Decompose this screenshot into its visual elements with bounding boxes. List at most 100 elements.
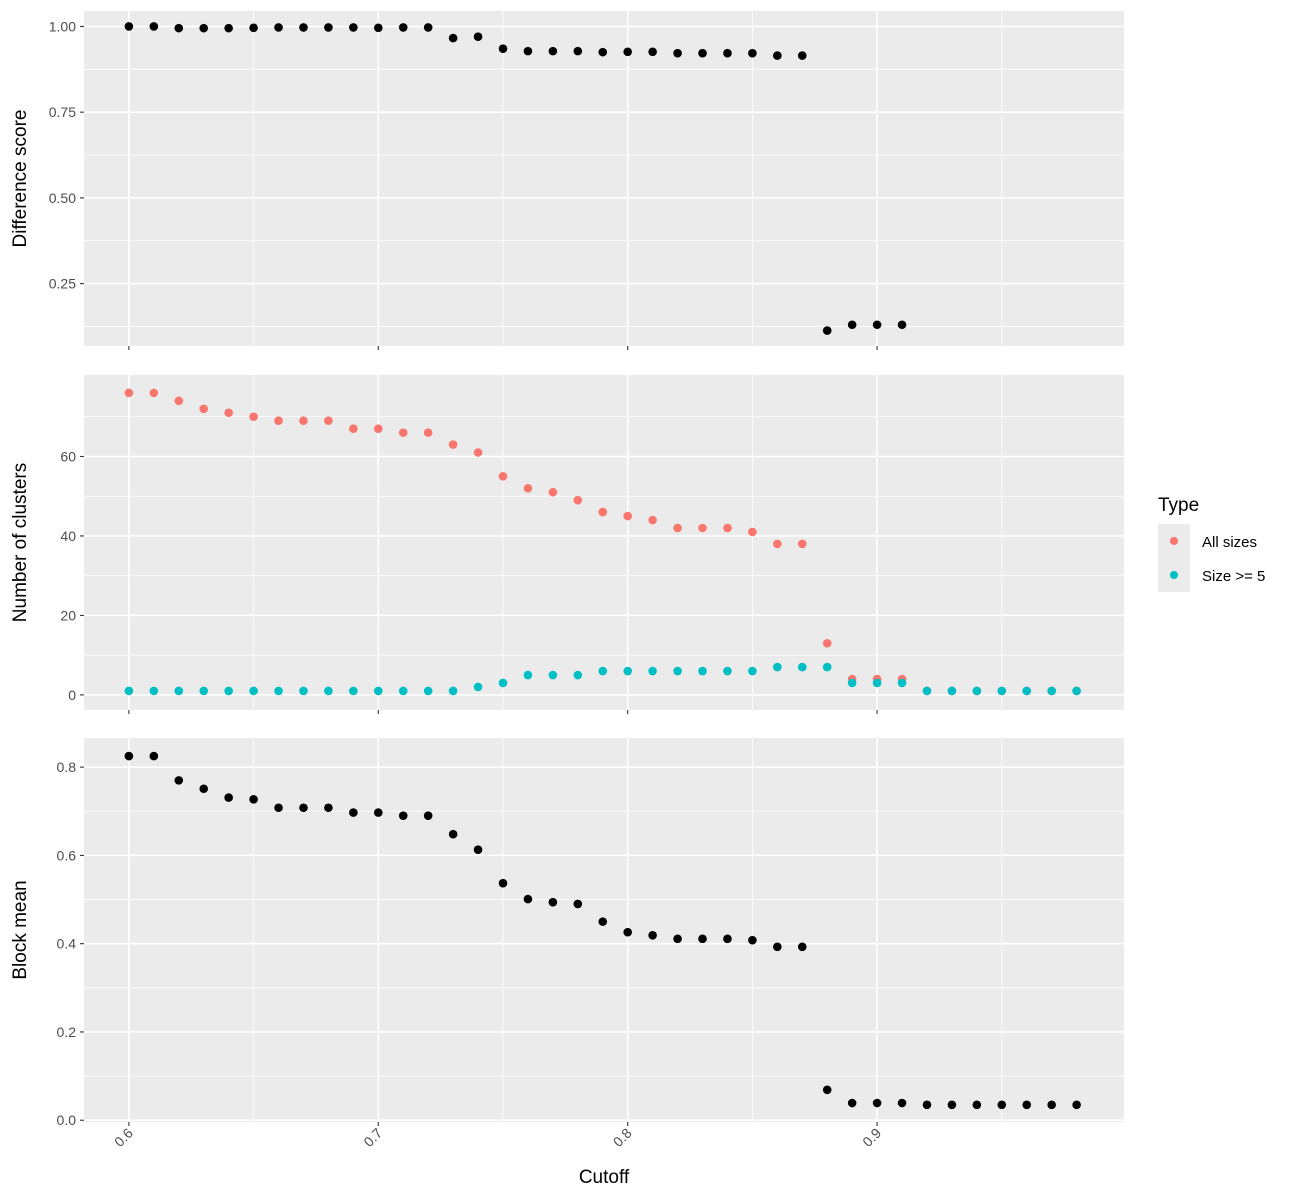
- data-point: [448, 33, 458, 43]
- data-point: [398, 686, 408, 696]
- data-point: [299, 803, 308, 813]
- data-point: [124, 22, 134, 31]
- data-point: [822, 1085, 832, 1095]
- y-tick-label: 0.75: [49, 104, 76, 120]
- data-point: [748, 666, 757, 676]
- data-point: [598, 507, 608, 517]
- data-point: [648, 515, 657, 525]
- data-point: [623, 927, 632, 937]
- panel-background: [84, 738, 1124, 1122]
- panel-1: 0.25 0.50 0.75 1.00 Difference score: [10, 11, 1124, 350]
- y-tick-label: 60: [60, 448, 76, 464]
- data-point: [797, 539, 807, 549]
- y-axis-title: Block mean: [10, 880, 31, 979]
- data-point: [199, 23, 209, 33]
- data-point: [373, 23, 383, 33]
- data-point: [149, 751, 159, 761]
- data-point: [249, 412, 258, 422]
- data-point: [748, 48, 757, 58]
- data-point: [773, 662, 782, 672]
- data-point: [274, 416, 283, 425]
- data-point: [324, 23, 333, 32]
- legend-label-size-5: Size >= 5: [1202, 568, 1265, 585]
- data-point: [373, 808, 383, 817]
- data-point: [249, 686, 258, 696]
- data-point: [398, 811, 408, 820]
- data-point: [398, 428, 408, 437]
- x-axis-title: Cutoff: [579, 1167, 630, 1188]
- legend-title: Type: [1158, 495, 1199, 516]
- data-point: [698, 48, 707, 58]
- data-point: [498, 472, 508, 481]
- data-point: [573, 899, 583, 909]
- data-point: [847, 1098, 857, 1108]
- data-point: [897, 1098, 907, 1108]
- data-point: [448, 686, 458, 696]
- data-point: [723, 934, 732, 944]
- data-point: [623, 47, 632, 57]
- data-point: [847, 320, 857, 330]
- data-point: [473, 448, 483, 457]
- data-point: [423, 428, 433, 437]
- data-point: [149, 388, 159, 398]
- y-tick-label: 0.4: [57, 936, 77, 952]
- data-point: [872, 678, 882, 688]
- data-point: [373, 686, 383, 696]
- y-axis-title: Difference score: [10, 110, 31, 248]
- data-point: [847, 678, 857, 688]
- data-point: [224, 23, 233, 33]
- data-point: [473, 682, 483, 692]
- data-point: [773, 942, 782, 952]
- data-point: [947, 1100, 957, 1110]
- data-point: [548, 670, 558, 680]
- data-point: [324, 686, 333, 696]
- data-point: [423, 811, 433, 820]
- data-point: [972, 1100, 982, 1110]
- data-point: [872, 320, 882, 330]
- x-axis: 0.6 0.7 0.8 0.9: [111, 1125, 884, 1150]
- data-point: [224, 793, 233, 802]
- data-point: [1047, 686, 1056, 696]
- data-point: [199, 784, 209, 794]
- data-point: [1072, 686, 1081, 696]
- data-point: [274, 23, 283, 32]
- data-point: [748, 935, 757, 945]
- data-point: [573, 495, 583, 505]
- data-point: [673, 666, 682, 676]
- data-point: [1022, 1100, 1032, 1110]
- data-point: [623, 666, 632, 676]
- data-point: [573, 670, 583, 680]
- chart-panels: 0.25 0.50 0.75 1.00 Difference score 0 20 40 60 N…: [10, 11, 1124, 1128]
- data-point: [698, 934, 707, 944]
- data-point: [149, 22, 159, 31]
- data-point: [822, 326, 832, 335]
- data-point: [473, 845, 483, 854]
- panel-2: 0 20 40 60 Number of clusters: [10, 375, 1124, 714]
- data-point: [773, 51, 782, 60]
- data-point: [797, 662, 807, 672]
- data-point: [448, 829, 458, 839]
- data-point: [423, 686, 433, 696]
- data-point: [648, 47, 657, 57]
- data-point: [299, 23, 308, 32]
- data-point: [349, 808, 358, 817]
- x-tick-label: 0.7: [360, 1125, 385, 1150]
- data-point: [1047, 1100, 1056, 1110]
- legend-label-all-sizes: All sizes: [1202, 534, 1257, 551]
- data-point: [598, 666, 608, 676]
- data-point: [573, 46, 583, 56]
- series-1: [124, 388, 1081, 696]
- y-tick-label: 0.6: [57, 847, 77, 863]
- data-point: [897, 320, 907, 330]
- legend-marker-all-sizes: [1170, 537, 1178, 545]
- data-point: [498, 678, 508, 688]
- data-point: [124, 388, 134, 398]
- y-tick-label: 0.50: [49, 190, 76, 206]
- data-point: [349, 23, 358, 32]
- panel-background: [84, 11, 1124, 346]
- data-point: [548, 46, 558, 56]
- data-point: [498, 878, 508, 888]
- data-point: [822, 662, 832, 672]
- data-point: [324, 416, 333, 425]
